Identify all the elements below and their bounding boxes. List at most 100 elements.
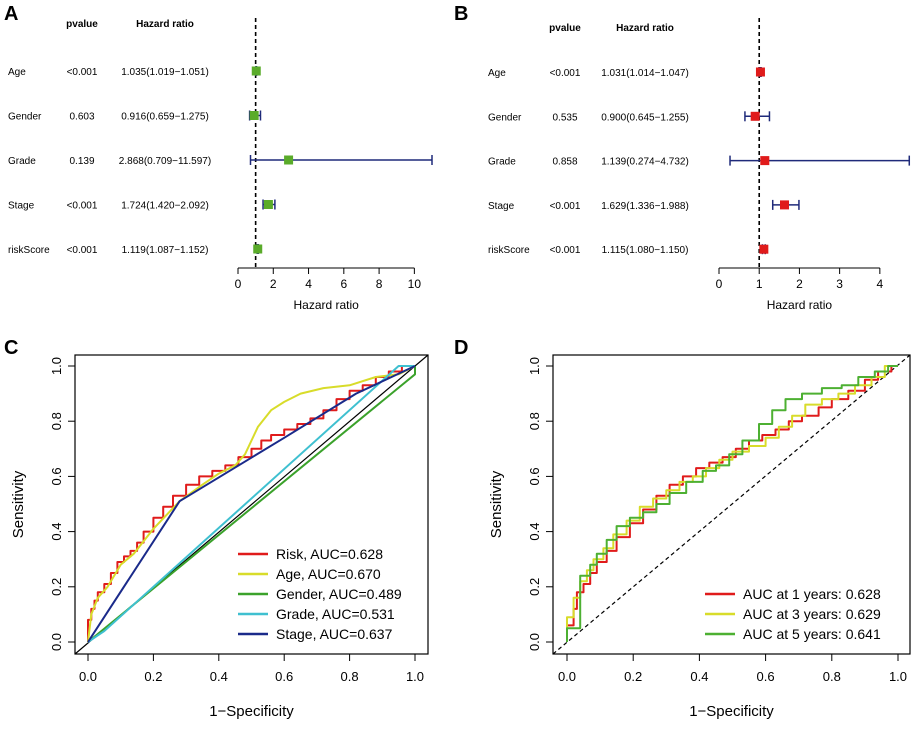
row-pvalue: 0.858 [552,157,577,168]
x-axis-title: 1−Specificity [689,703,774,720]
row-pvalue: 0.139 [69,156,94,167]
roc-curve-5 [87,365,416,643]
hazard-marker [750,111,760,121]
x-tick-label: 0.2 [624,669,642,684]
x-tick-label: 0.8 [341,669,359,684]
legend-label: Age, AUC=0.670 [276,566,381,582]
y-tick-label: 0.8 [527,412,542,430]
plot-frame [74,354,429,655]
row-hazard-text: 1.629(1.336−1.988) [601,201,689,212]
forest-plot-a: pvalue Hazard ratio Age <0.001 1.035(1.019−1… [8,18,433,312]
x-tick-label: 8 [376,277,383,291]
header-hazard-ratio: Hazard ratio [136,19,194,30]
row-pvalue: <0.001 [67,245,98,256]
x-tick-label: 6 [340,277,347,291]
x-tick-label: 1 [756,277,763,291]
hazard-marker [249,111,259,120]
y-axis-title: Sensitivity [10,470,27,538]
hazard-marker [760,156,770,166]
legend-label: AUC at 3 years: 0.629 [743,606,881,622]
x-tick-label: 3 [836,277,843,291]
row-pvalue: <0.001 [67,201,98,212]
panel-label-a: A [4,3,18,25]
row-name: Age [488,68,506,79]
legend-label: Risk, AUC=0.628 [276,546,383,562]
roc-curve-3 [87,366,416,643]
x-tick-label: 10 [408,277,422,291]
legend-label: AUC at 5 years: 0.641 [743,626,881,642]
y-tick-label: 0.6 [49,467,64,485]
row-hazard-text: 1.115(1.080−1.150) [602,245,689,256]
y-tick-label: 1.0 [49,357,64,375]
row-hazard-text: 2.868(0.709−11.597) [119,156,211,167]
x-tick-label: 0.4 [690,669,708,684]
x-tick-label: 4 [876,277,883,291]
hazard-marker [253,244,263,254]
forest-plot-b: pvalue Hazard ratio Age <0.001 1.031(1.014−1… [488,18,911,312]
header-hazard-ratio: Hazard ratio [616,23,674,34]
y-tick-label: 0.6 [527,467,542,485]
hazard-marker [284,155,294,165]
row-hazard-text: 1.724(1.420−2.092) [121,201,209,212]
y-tick-label: 1.0 [527,357,542,375]
y-tick-label: 0.4 [527,523,542,541]
hazard-marker [759,244,769,254]
x-tick-label: 0.0 [558,669,576,684]
x-tick-label: 0.0 [79,669,97,684]
x-tick-label: 0.4 [210,669,228,684]
roc-curve-3 [566,365,898,642]
x-tick-label: 0.8 [823,669,841,684]
plot-frame [552,354,911,655]
x-tick-label: 0.2 [144,669,162,684]
header-pvalue: pvalue [549,23,581,34]
hazard-marker [263,200,273,209]
x-axis-title: 1−Specificity [209,703,294,720]
header-pvalue: pvalue [66,19,98,30]
row-hazard-text: 0.916(0.659−1.275) [121,112,209,123]
y-axis-title: Sensitivity [488,470,505,538]
row-pvalue: <0.001 [550,245,581,256]
row-hazard-text: 1.119(1.087−1.152) [122,245,209,256]
x-axis-title: Hazard ratio [767,298,833,312]
row-name: Grade [488,157,516,168]
row-pvalue: 0.603 [69,112,94,123]
row-pvalue: <0.001 [67,67,98,78]
roc-curve-4 [87,365,415,643]
y-tick-label: 0.0 [49,633,64,651]
roc-plot-d: 0.0 0.2 0.4 0.6 0.8 1.0 0.0 0.2 0.4 0.6 0.8 1.0 1−Sp… [488,354,911,720]
row-name: Stage [8,201,35,212]
roc-curve-2 [566,365,898,642]
row-name: Grade [8,156,36,167]
row-name: Age [8,67,26,78]
x-tick-label: 0.6 [275,669,293,684]
legend-label: AUC at 1 years: 0.628 [743,586,881,602]
panel-label-b: B [454,3,468,25]
legend-label: Stage, AUC=0.637 [276,626,393,642]
row-pvalue: <0.001 [550,68,581,79]
x-tick-label: 0 [716,277,723,291]
hazard-marker [780,200,790,210]
x-axis-title: Hazard ratio [293,298,359,312]
panel-label-c: C [4,337,18,359]
y-tick-label: 0.0 [527,633,542,651]
row-name: riskScore [8,245,50,256]
y-tick-label: 0.4 [49,523,64,541]
x-tick-label: 0.6 [757,669,775,684]
row-hazard-text: 0.900(0.645−1.255) [601,112,689,123]
row-pvalue: <0.001 [550,201,581,212]
row-hazard-text: 1.139(0.274−4.732) [601,157,689,168]
y-tick-label: 0.8 [49,412,64,430]
x-tick-label: 1.0 [889,669,907,684]
hazard-marker [251,66,261,76]
diagonal-line [552,354,911,655]
y-tick-label: 0.2 [49,578,64,596]
roc-plot-c: 0.0 0.2 0.4 0.6 0.8 1.0 0.0 0.2 0.4 0.6 0.8 1.0 1−Sp… [10,354,429,720]
row-name: riskScore [488,245,530,256]
panel-label-d: D [454,337,468,359]
x-tick-label: 2 [796,277,803,291]
x-tick-label: 0 [235,277,242,291]
x-tick-label: 2 [270,277,277,291]
row-hazard-text: 1.035(1.019−1.051) [121,67,209,78]
hazard-marker [755,67,765,77]
